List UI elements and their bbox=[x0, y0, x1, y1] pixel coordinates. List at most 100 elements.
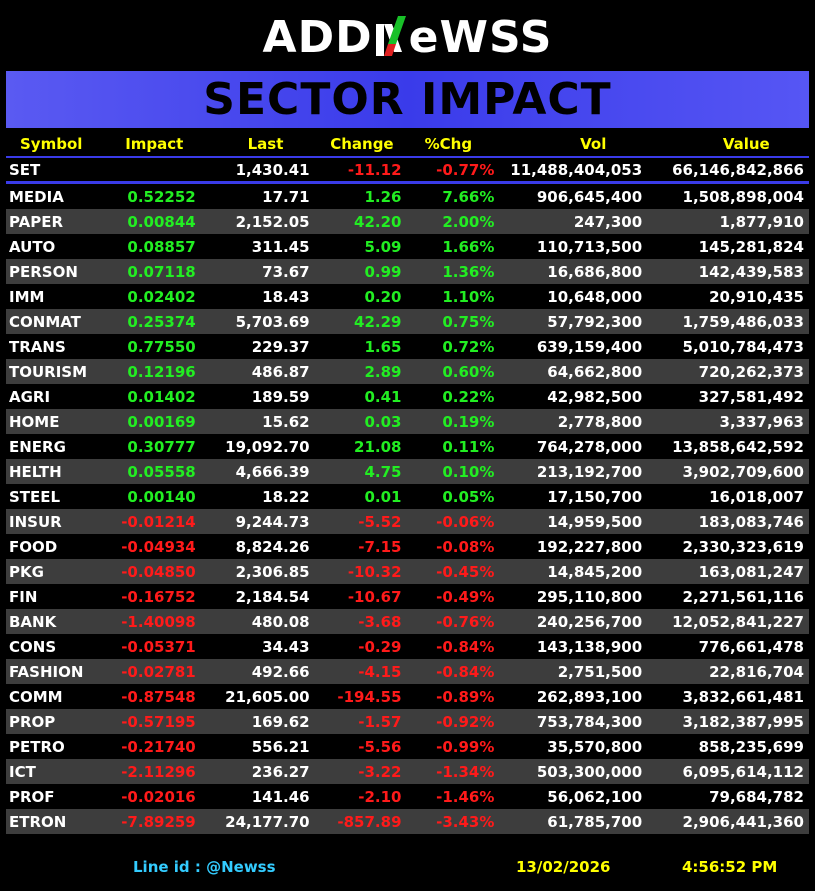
cell-symbol: PROF bbox=[9, 787, 55, 806]
table-row: CONMAT 0.25374 5,703.69 42.29 0.75% 57,792,30… bbox=[6, 309, 809, 334]
cell-impact: -1.40098 bbox=[121, 612, 196, 631]
table-row: ENERG 0.30777 19,092.70 21.08 0.11% 764,278,0… bbox=[6, 434, 809, 459]
table-row: FASHION -0.02781 492.66 -4.15 -0.84% 2,751,50… bbox=[6, 659, 809, 684]
line-id-text: Line id : @Newss bbox=[133, 858, 276, 876]
cell-pct: 0.11% bbox=[442, 437, 495, 456]
col-vol: Vol bbox=[580, 135, 607, 153]
cell-symbol: TOURISM bbox=[9, 362, 88, 381]
cell-symbol: ENERG bbox=[9, 437, 66, 456]
cell-last: 15.62 bbox=[262, 412, 310, 431]
table-row: AGRI 0.01402 189.59 0.41 0.22% 42,982,500 327,… bbox=[6, 384, 809, 409]
cell-vol: 14,845,200 bbox=[547, 562, 643, 581]
cell-vol: 639,159,400 bbox=[536, 337, 643, 356]
cell-value: 163,081,247 bbox=[698, 562, 804, 581]
cell-pct: -0.06% bbox=[436, 512, 495, 531]
cell-last: 4,666.39 bbox=[235, 462, 310, 481]
logo-text-right: eWSS bbox=[408, 12, 553, 63]
cell-pct: 0.22% bbox=[442, 387, 495, 406]
table-row: TRANS 0.77550 229.37 1.65 0.72% 639,159,400 5,… bbox=[6, 334, 809, 359]
cell-symbol: CONMAT bbox=[9, 312, 81, 331]
cell-last: 492.66 bbox=[251, 662, 310, 681]
cell-last: 236.27 bbox=[251, 762, 310, 781]
cell-change: -0.29 bbox=[358, 637, 402, 656]
cell-value: 3,832,661,481 bbox=[682, 687, 804, 706]
table-row: STEEL 0.00140 18.22 0.01 0.05% 17,150,700 16,0… bbox=[6, 484, 809, 509]
cell-symbol: HOME bbox=[9, 412, 60, 431]
cell-symbol: PAPER bbox=[9, 212, 64, 231]
cell-vol: 110,713,500 bbox=[536, 237, 643, 256]
footer: Line id : @Newss 13/02/2026 4:56:52 PM bbox=[0, 858, 815, 882]
cell-vol: 2,751,500 bbox=[557, 662, 643, 681]
cell-last: 18.43 bbox=[262, 287, 310, 306]
cell-impact: 0.25374 bbox=[127, 312, 196, 331]
cell-vol: 16,686,800 bbox=[547, 262, 643, 281]
cell-value: 145,281,824 bbox=[698, 237, 804, 256]
cell-value: 22,816,704 bbox=[709, 662, 804, 681]
cell-vol: 503,300,000 bbox=[536, 762, 643, 781]
cell-last: 9,244.73 bbox=[235, 512, 310, 531]
table-row: HOME 0.00169 15.62 0.03 0.19% 2,778,800 3,337,… bbox=[6, 409, 809, 434]
cell-last: 34.43 bbox=[262, 637, 310, 656]
cell-symbol: AGRI bbox=[9, 387, 51, 406]
cell-impact: -0.02016 bbox=[121, 787, 196, 806]
cell-symbol: IMM bbox=[9, 287, 45, 306]
cell-value: 5,010,784,473 bbox=[682, 337, 804, 356]
cell-change: -857.89 bbox=[337, 812, 402, 831]
cell-vol: 192,227,800 bbox=[536, 537, 643, 556]
title-banner: SECTOR IMPACT bbox=[6, 71, 809, 128]
cell-value: 720,262,373 bbox=[698, 362, 804, 381]
cell-value: 79,684,782 bbox=[709, 787, 804, 806]
table-row: PETRO -0.21740 556.21 -5.56 -0.99% 35,570,800… bbox=[6, 734, 809, 759]
cell-pct: 0.19% bbox=[442, 412, 495, 431]
cell-last: 2,184.54 bbox=[235, 587, 310, 606]
cell-change: 5.09 bbox=[364, 237, 402, 256]
cell-pct: -0.92% bbox=[436, 712, 495, 731]
cell-symbol: MEDIA bbox=[9, 187, 64, 206]
date-text: 13/02/2026 bbox=[516, 858, 611, 876]
time-text: 4:56:52 PM bbox=[682, 858, 778, 876]
cell-impact: -0.04850 bbox=[121, 562, 196, 581]
cell-change: 0.03 bbox=[364, 412, 402, 431]
banner-title: SECTOR IMPACT bbox=[203, 74, 612, 125]
cell-symbol: FASHION bbox=[9, 662, 84, 681]
logo-text-left: ADD bbox=[262, 12, 373, 63]
cell-last: 2,152.05 bbox=[235, 212, 310, 231]
cell-impact: -7.89259 bbox=[121, 812, 196, 831]
cell-change: 21.08 bbox=[354, 437, 402, 456]
col-value: Value bbox=[722, 135, 770, 153]
sector-rows: MEDIA 0.52252 17.71 1.26 7.66% 906,645,400 1,5… bbox=[6, 184, 809, 834]
cell-vol: 64,662,800 bbox=[547, 362, 643, 381]
cell-vol: 56,062,100 bbox=[547, 787, 643, 806]
cell-impact: 0.07118 bbox=[127, 262, 196, 281]
cell-vol: 35,570,800 bbox=[547, 737, 643, 756]
cell-change: 0.99 bbox=[364, 262, 402, 281]
cell-symbol: BANK bbox=[9, 612, 57, 631]
cell-pct: -1.46% bbox=[436, 787, 495, 806]
cell-impact: -0.05371 bbox=[121, 637, 196, 656]
table-row: FIN -0.16752 2,184.54 -10.67 -0.49% 295,110,8… bbox=[6, 584, 809, 609]
cell-last: 18.22 bbox=[262, 487, 310, 506]
table-row: PROF -0.02016 141.46 -2.10 -1.46% 56,062,100 7… bbox=[6, 784, 809, 809]
table-row: ICT -2.11296 236.27 -3.22 -1.34% 503,300,000 6… bbox=[6, 759, 809, 784]
cell-pct: 0.72% bbox=[442, 337, 495, 356]
table-row: COMM -0.87548 21,605.00 -194.55 -0.89% 262,89… bbox=[6, 684, 809, 709]
cell-value: 16,018,007 bbox=[709, 487, 804, 506]
cell-last: 556.21 bbox=[251, 737, 310, 756]
table-row: ETRON -7.89259 24,177.70 -857.89 -3.43% 61,78… bbox=[6, 809, 809, 834]
cell-impact: 0.00169 bbox=[127, 412, 196, 431]
table-row: PAPER 0.00844 2,152.05 42.20 2.00% 247,300 1,8… bbox=[6, 209, 809, 234]
cell-value: 142,439,583 bbox=[698, 262, 804, 281]
cell-last: 189.59 bbox=[251, 387, 310, 406]
cell-vol: 295,110,800 bbox=[536, 587, 643, 606]
cell-impact: 0.00140 bbox=[127, 487, 196, 506]
cell-value: 1,759,486,033 bbox=[682, 312, 804, 331]
cell-last: 21,605.00 bbox=[225, 687, 310, 706]
cell-vol: 57,792,300 bbox=[547, 312, 643, 331]
table-row: CONS -0.05371 34.43 -0.29 -0.84% 143,138,900 7… bbox=[6, 634, 809, 659]
table-row: IMM 0.02402 18.43 0.20 1.10% 10,648,000 20,910… bbox=[6, 284, 809, 309]
cell-impact: -0.01214 bbox=[121, 512, 196, 531]
cell-value: 12,052,841,227 bbox=[672, 612, 804, 631]
cell-symbol: FOOD bbox=[9, 537, 58, 556]
sector-table: Symbol Impact Last Change %Chg Vol Value… bbox=[6, 132, 809, 834]
cell-pct: -0.77% bbox=[436, 160, 495, 179]
